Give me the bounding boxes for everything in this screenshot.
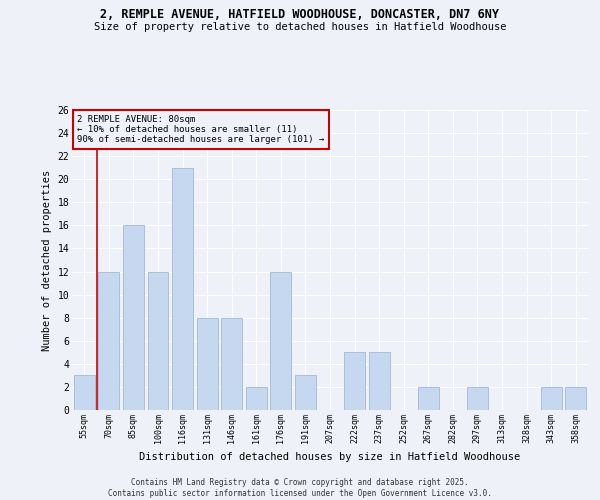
Bar <box>467 387 488 410</box>
Bar <box>221 318 242 410</box>
Bar <box>246 387 267 410</box>
Bar <box>74 376 95 410</box>
Bar <box>123 226 144 410</box>
Bar <box>271 272 292 410</box>
Bar <box>344 352 365 410</box>
Bar <box>98 272 119 410</box>
Text: Size of property relative to detached houses in Hatfield Woodhouse: Size of property relative to detached ho… <box>94 22 506 32</box>
Y-axis label: Number of detached properties: Number of detached properties <box>42 170 52 350</box>
Text: 2 REMPLE AVENUE: 80sqm
← 10% of detached houses are smaller (11)
90% of semi-det: 2 REMPLE AVENUE: 80sqm ← 10% of detached… <box>77 114 325 144</box>
Text: Distribution of detached houses by size in Hatfield Woodhouse: Distribution of detached houses by size … <box>139 452 521 462</box>
Text: Contains HM Land Registry data © Crown copyright and database right 2025.
Contai: Contains HM Land Registry data © Crown c… <box>108 478 492 498</box>
Bar <box>172 168 193 410</box>
Bar <box>565 387 586 410</box>
Bar <box>197 318 218 410</box>
Bar <box>295 376 316 410</box>
Bar <box>148 272 169 410</box>
Bar <box>368 352 389 410</box>
Text: 2, REMPLE AVENUE, HATFIELD WOODHOUSE, DONCASTER, DN7 6NY: 2, REMPLE AVENUE, HATFIELD WOODHOUSE, DO… <box>101 8 499 20</box>
Bar <box>541 387 562 410</box>
Bar <box>418 387 439 410</box>
